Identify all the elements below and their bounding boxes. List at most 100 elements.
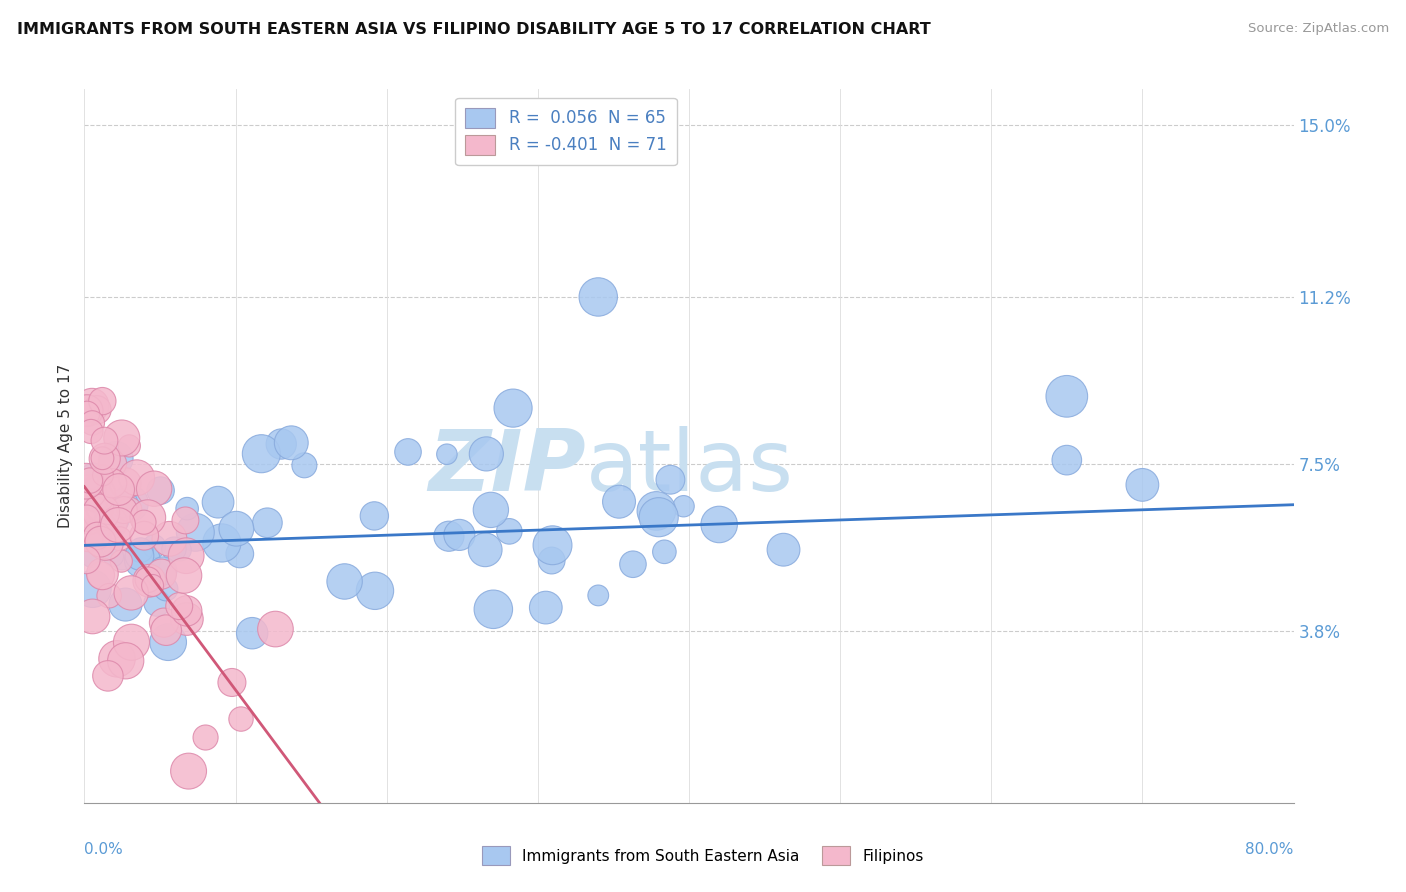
Point <box>80 549 103 563</box>
Point <box>177 764 200 778</box>
Point <box>91 566 114 581</box>
Point <box>229 547 252 561</box>
Point <box>645 504 668 518</box>
Point <box>132 515 155 529</box>
Point <box>142 578 165 592</box>
Point <box>149 483 172 498</box>
Point <box>76 511 98 525</box>
Point <box>107 518 129 533</box>
Point <box>101 510 124 524</box>
Point <box>621 558 644 572</box>
Point <box>89 501 111 516</box>
Text: 80.0%: 80.0% <box>1246 842 1294 857</box>
Point <box>79 474 101 488</box>
Point <box>77 484 100 499</box>
Point <box>79 515 101 529</box>
Point <box>280 435 302 450</box>
Point <box>437 529 460 543</box>
Point <box>264 622 287 636</box>
Text: 0.0%: 0.0% <box>84 842 124 857</box>
Point <box>479 503 502 517</box>
Point <box>654 545 676 559</box>
Point <box>125 471 148 485</box>
Point <box>136 510 159 524</box>
Point <box>136 573 159 587</box>
Point <box>82 416 104 430</box>
Text: ZIP: ZIP <box>429 425 586 509</box>
Point <box>94 535 117 549</box>
Point <box>93 434 115 448</box>
Point <box>91 451 114 466</box>
Point <box>540 553 562 567</box>
Point <box>482 602 505 616</box>
Point <box>91 394 114 409</box>
Point <box>396 445 419 459</box>
Point <box>588 589 610 603</box>
Point <box>76 407 98 421</box>
Point <box>194 731 217 745</box>
Point <box>607 494 630 508</box>
Point <box>541 538 564 552</box>
Point <box>129 543 152 558</box>
Point <box>90 568 112 582</box>
Point <box>114 598 136 612</box>
Point <box>75 474 97 488</box>
Point <box>131 553 153 567</box>
Point <box>80 505 103 519</box>
Point <box>86 402 108 417</box>
Point <box>86 486 108 500</box>
Legend: R =  0.056  N = 65, R = -0.401  N = 71: R = 0.056 N = 65, R = -0.401 N = 71 <box>456 97 676 165</box>
Point <box>118 439 141 453</box>
Point <box>101 457 124 471</box>
Point <box>363 508 385 523</box>
Text: atlas: atlas <box>586 425 794 509</box>
Point <box>105 451 128 466</box>
Point <box>588 290 610 304</box>
Point <box>256 516 278 530</box>
Point <box>159 532 181 546</box>
Point <box>211 536 233 550</box>
Point <box>103 549 125 564</box>
Point <box>498 524 520 539</box>
Point <box>157 635 180 649</box>
Point <box>648 510 671 524</box>
Point <box>83 500 105 514</box>
Y-axis label: Disability Age 5 to 17: Disability Age 5 to 17 <box>58 364 73 528</box>
Point <box>128 549 150 563</box>
Point <box>108 532 131 546</box>
Point <box>114 476 136 491</box>
Point <box>534 600 557 615</box>
Point <box>121 635 143 649</box>
Point <box>1056 453 1078 467</box>
Point <box>146 596 169 610</box>
Point <box>118 502 141 516</box>
Point <box>672 500 695 514</box>
Point <box>114 654 136 668</box>
Point <box>98 589 121 603</box>
Point <box>174 513 197 527</box>
Point <box>76 403 98 417</box>
Point <box>333 574 356 589</box>
Point <box>150 567 173 582</box>
Point <box>143 540 166 554</box>
Point <box>83 528 105 542</box>
Point <box>107 483 129 497</box>
Point <box>111 553 134 567</box>
Point <box>97 669 120 683</box>
Point <box>153 615 176 630</box>
Point <box>240 626 263 640</box>
Point <box>86 529 108 543</box>
Point <box>1130 478 1153 492</box>
Point <box>229 712 252 726</box>
Point <box>87 487 110 501</box>
Point <box>155 582 177 596</box>
Point <box>250 447 273 461</box>
Point <box>436 447 458 461</box>
Point <box>176 612 198 626</box>
Point <box>659 473 682 487</box>
Point <box>112 503 135 517</box>
Point <box>82 609 104 624</box>
Point <box>167 599 190 613</box>
Point <box>100 516 122 530</box>
Point <box>120 586 142 600</box>
